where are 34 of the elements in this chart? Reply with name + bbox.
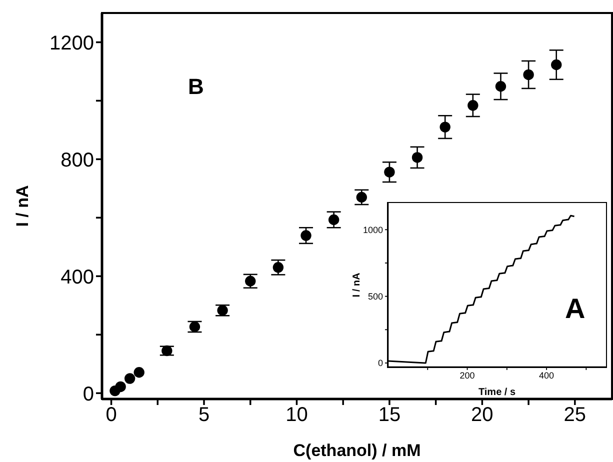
point xyxy=(162,345,172,356)
y-tick-label: 0 xyxy=(378,358,383,368)
point xyxy=(468,100,478,111)
point xyxy=(440,122,450,132)
x-tick-label: 10 xyxy=(286,404,308,426)
x-tick-label: 200 xyxy=(460,370,475,380)
y-axis-title: I / nA xyxy=(13,185,32,227)
y-tick-label: 1200 xyxy=(50,32,94,54)
x-axis-title: C(ethanol) / mM xyxy=(293,441,421,460)
x-tick-label: 20 xyxy=(471,404,494,426)
point xyxy=(384,166,395,178)
point xyxy=(551,59,562,70)
point xyxy=(134,367,144,378)
y-tick-label: 500 xyxy=(368,292,383,302)
point xyxy=(272,262,284,273)
annotation: A xyxy=(565,293,586,324)
y-axis-title: I / nA xyxy=(352,272,363,298)
point xyxy=(124,373,136,384)
y-tick-label: 800 xyxy=(60,149,94,172)
x-tick-label: 25 xyxy=(564,404,586,426)
point xyxy=(300,230,312,241)
point xyxy=(412,152,423,163)
point xyxy=(523,69,534,80)
x-tick-label: 15 xyxy=(378,404,401,426)
x-tick-label: 0 xyxy=(106,404,117,426)
point xyxy=(495,81,506,92)
point xyxy=(217,305,228,316)
x-axis-title: Time / s xyxy=(478,387,516,398)
y-tick-label: 400 xyxy=(60,266,94,288)
point xyxy=(115,381,126,392)
y-tick-label: 1000 xyxy=(362,224,383,235)
point xyxy=(328,214,340,226)
x-tick-label: 5 xyxy=(198,404,210,426)
annotation: B xyxy=(188,74,204,99)
